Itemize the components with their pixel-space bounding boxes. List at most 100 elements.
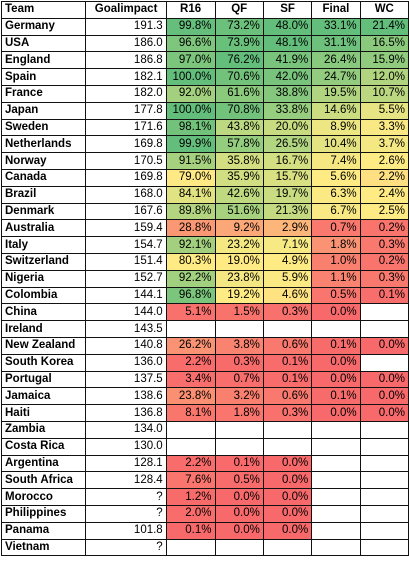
goalimpact-cell[interactable]: 128.1 [85,454,167,473]
team-cell[interactable]: South Africa [0,471,87,490]
goalimpact-cell[interactable]: 167.6 [85,202,167,221]
r16-cell[interactable]: 23.8% [165,387,216,406]
qf-cell[interactable]: 0.3% [214,353,264,372]
r16-cell[interactable]: 84.1% [165,185,216,204]
qf-cell[interactable]: 1.5% [214,303,264,322]
goalimpact-cell[interactable]: 151.4 [85,252,167,271]
qf-cell[interactable]: 19.2% [214,286,264,305]
final-cell[interactable] [311,521,361,540]
goalimpact-cell[interactable]: 136.8 [85,404,167,422]
qf-cell[interactable]: 0.5% [214,471,264,490]
team-cell[interactable]: Nigeria [0,269,87,288]
final-cell[interactable]: 0.1% [311,336,361,355]
team-cell[interactable]: Costa Rica [0,437,87,456]
qf-cell[interactable]: 76.2% [214,51,264,70]
r16-cell[interactable]: 99.9% [165,135,216,154]
final-cell[interactable] [311,538,361,557]
final-cell[interactable]: 14.6% [311,101,361,120]
wc-cell[interactable] [359,521,409,540]
header-sf[interactable]: SF [262,1,313,19]
qf-cell[interactable]: 3.2% [214,387,264,406]
final-cell[interactable] [311,471,361,490]
sf-cell[interactable]: 2.9% [262,219,313,238]
final-cell[interactable]: 1.0% [311,252,361,271]
r16-cell[interactable]: 92.1% [165,236,216,254]
final-cell[interactable]: 0.7% [311,219,361,238]
final-cell[interactable]: 1.8% [311,236,361,254]
qf-cell[interactable]: 43.8% [214,118,264,137]
goalimpact-cell[interactable]: 154.7 [85,236,167,254]
final-cell[interactable]: 24.7% [311,68,361,86]
wc-cell[interactable]: 21.4% [359,17,409,36]
team-cell[interactable]: Brazil [0,185,87,204]
wc-cell[interactable] [359,471,409,490]
qf-cell[interactable]: 42.6% [214,185,264,204]
wc-cell[interactable] [359,437,409,456]
qf-cell[interactable]: 1.8% [214,404,264,422]
wc-cell[interactable]: 0.1% [359,286,409,305]
sf-cell[interactable]: 42.0% [262,68,313,86]
sf-cell[interactable]: 38.8% [262,84,313,103]
team-cell[interactable]: New Zealand [0,336,87,355]
qf-cell[interactable]: 35.8% [214,152,264,170]
team-cell[interactable]: Netherlands [0,135,87,154]
wc-cell[interactable] [359,353,409,372]
goalimpact-cell[interactable]: 159.4 [85,219,167,238]
final-cell[interactable] [311,320,361,338]
qf-cell[interactable]: 73.9% [214,34,264,53]
r16-cell[interactable]: 92.0% [165,84,216,103]
r16-cell[interactable]: 96.6% [165,34,216,53]
sf-cell[interactable]: 4.6% [262,286,313,305]
final-cell[interactable]: 0.0% [311,353,361,372]
r16-cell[interactable]: 80.3% [165,252,216,271]
qf-cell[interactable]: 57.8% [214,135,264,154]
goalimpact-cell[interactable]: ? [85,538,167,557]
team-cell[interactable]: Vietnam [0,538,87,557]
qf-cell[interactable]: 0.1% [214,454,264,473]
sf-cell[interactable]: 20.0% [262,118,313,137]
wc-cell[interactable]: 0.0% [359,370,409,389]
team-cell[interactable]: France [0,84,87,103]
final-cell[interactable]: 7.4% [311,152,361,170]
sf-cell[interactable]: 19.7% [262,185,313,204]
wc-cell[interactable]: 0.3% [359,236,409,254]
team-cell[interactable]: Canada [0,168,87,187]
final-cell[interactable]: 8.9% [311,118,361,137]
wc-cell[interactable]: 0.2% [359,252,409,271]
wc-cell[interactable] [359,504,409,523]
team-cell[interactable]: Sweden [0,118,87,137]
r16-cell[interactable]: 28.8% [165,219,216,238]
team-cell[interactable]: Italy [0,236,87,254]
team-cell[interactable]: Zambia [0,420,87,439]
team-cell[interactable]: Germany [0,17,87,36]
r16-cell[interactable]: 5.1% [165,303,216,322]
goalimpact-cell[interactable]: 144.0 [85,303,167,322]
team-cell[interactable]: Philippines [0,504,87,523]
final-cell[interactable] [311,488,361,506]
team-cell[interactable]: Spain [0,68,87,86]
wc-cell[interactable]: 0.3% [359,269,409,288]
sf-cell[interactable]: 48.1% [262,34,313,53]
sf-cell[interactable]: 48.0% [262,17,313,36]
qf-cell[interactable]: 0.0% [214,488,264,506]
team-cell[interactable]: Ireland [0,320,87,338]
r16-cell[interactable]: 100.0% [165,68,216,86]
r16-cell[interactable]: 92.2% [165,269,216,288]
qf-cell[interactable]: 35.9% [214,168,264,187]
final-cell[interactable]: 1.1% [311,269,361,288]
wc-cell[interactable]: 2.5% [359,202,409,221]
final-cell[interactable]: 0.0% [311,370,361,389]
team-cell[interactable]: Panama [0,521,87,540]
wc-cell[interactable]: 3.7% [359,135,409,154]
final-cell[interactable] [311,454,361,473]
r16-cell[interactable]: 8.1% [165,404,216,422]
r16-cell[interactable]: 0.1% [165,521,216,540]
final-cell[interactable]: 26.4% [311,51,361,70]
header-r16[interactable]: R16 [165,1,216,19]
team-cell[interactable]: Australia [0,219,87,238]
team-cell[interactable]: Denmark [0,202,87,221]
final-cell[interactable]: 0.5% [311,286,361,305]
r16-cell[interactable] [165,538,216,557]
sf-cell[interactable]: 26.5% [262,135,313,154]
wc-cell[interactable] [359,488,409,506]
